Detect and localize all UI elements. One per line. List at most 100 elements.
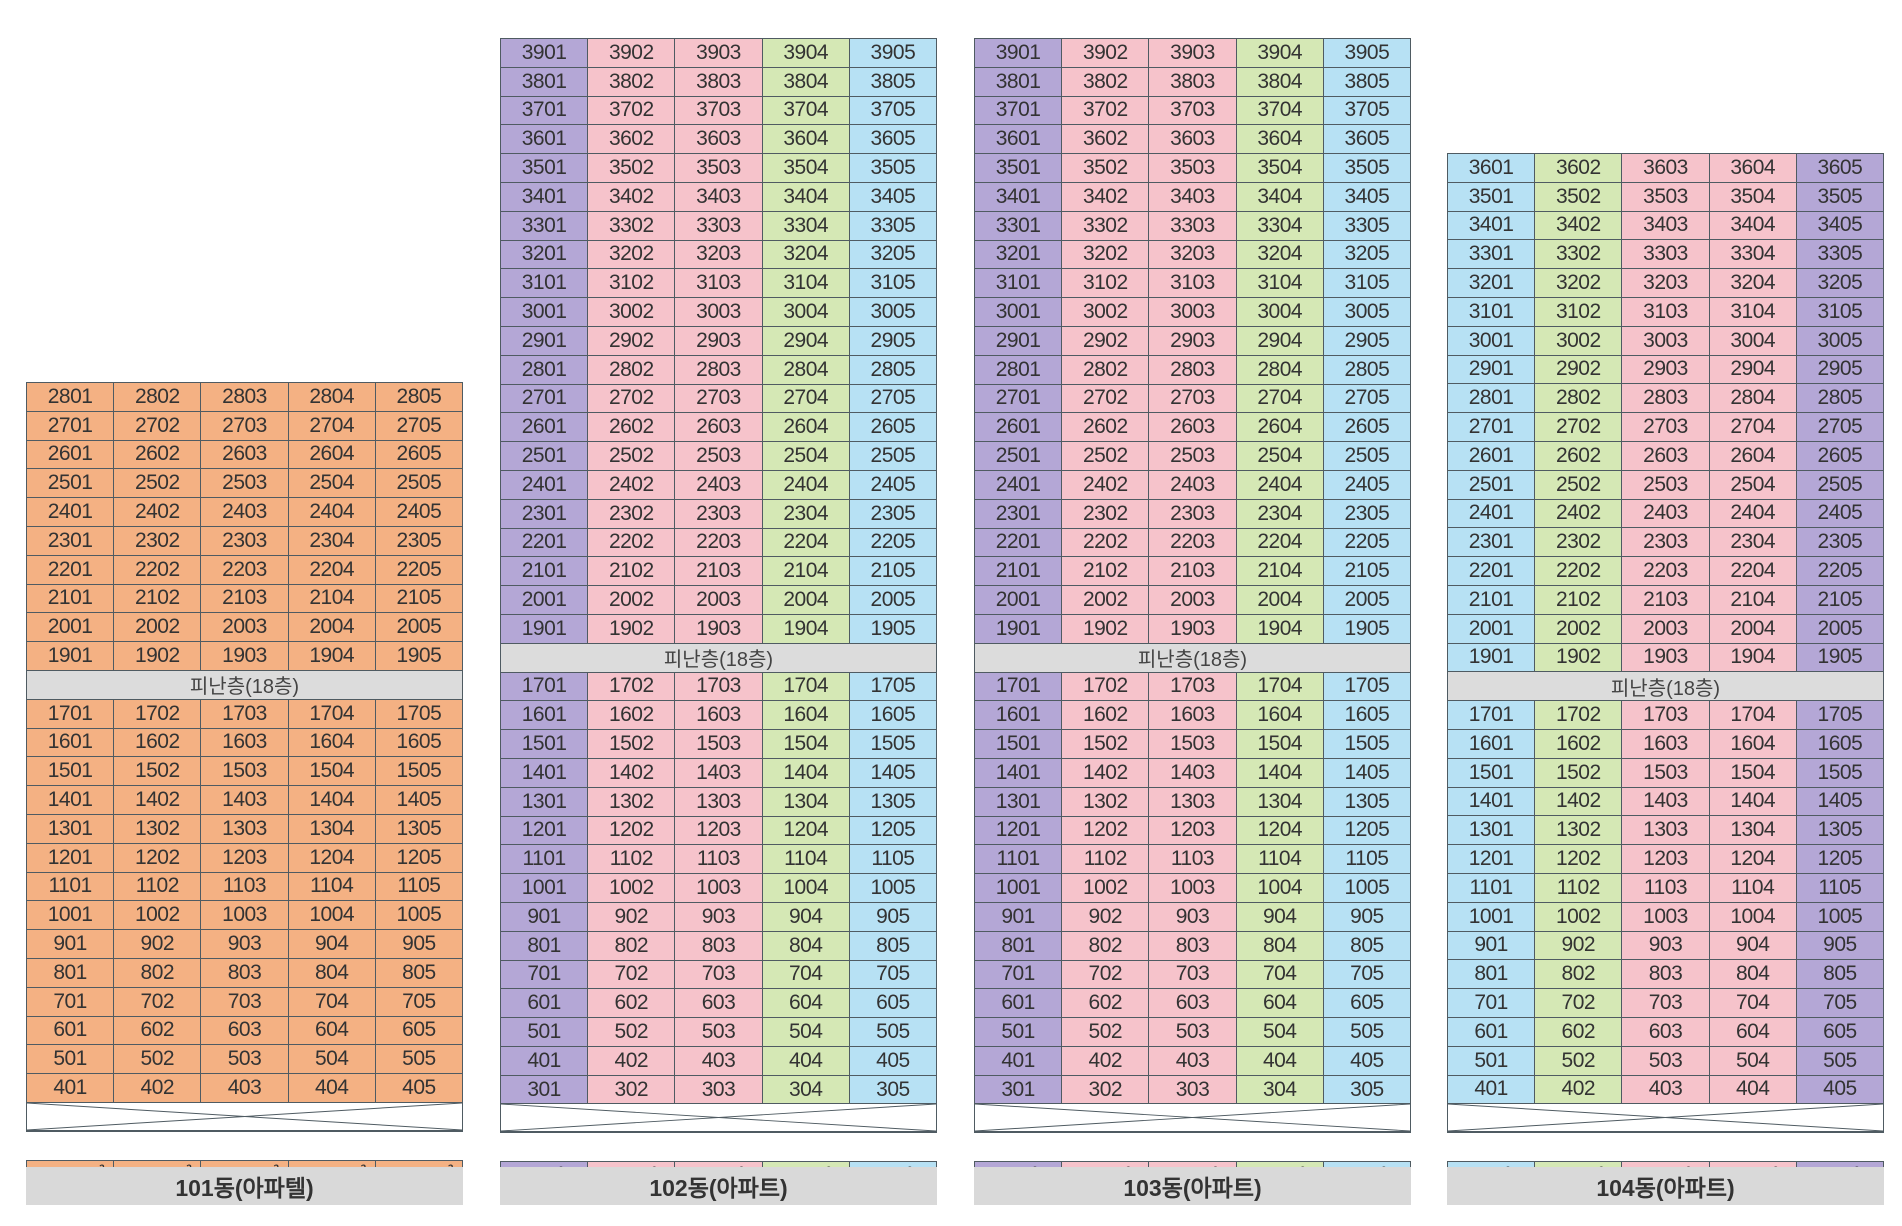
unit-cell[interactable]: 1702 [1535,701,1623,730]
unit-cell[interactable]: 1004 [1236,874,1324,903]
unit-cell[interactable]: 3301 [501,211,589,241]
unit-cell[interactable]: 603 [201,1016,289,1046]
unit-cell[interactable]: 3605 [1323,125,1411,155]
unit-cell[interactable]: 2602 [114,440,202,470]
unit-cell[interactable]: 3005 [1323,298,1411,327]
unit-cell[interactable]: 1202 [1535,845,1623,874]
unit-cell[interactable]: 701 [27,987,115,1017]
unit-cell[interactable]: 805 [375,958,463,988]
unit-cell[interactable]: 401 [501,1046,589,1076]
unit-cell[interactable]: 803 [675,931,763,961]
unit-cell[interactable]: 2505 [849,442,937,471]
unit-cell[interactable]: 604 [1709,1017,1797,1047]
unit-cell[interactable]: 903 [675,902,763,932]
unit-cell[interactable]: 1705 [375,699,463,729]
unit-cell[interactable]: 3901 [501,39,589,68]
unit-cell[interactable]: 2101 [501,557,589,587]
unit-cell[interactable]: 3705 [1323,96,1411,126]
unit-cell[interactable]: 3402 [1535,211,1623,241]
unit-cell[interactable]: 1904 [1709,643,1797,673]
unit-cell[interactable]: 3903 [675,39,763,68]
unit-cell[interactable]: 902 [114,930,202,959]
unit-cell[interactable]: 3103 [675,269,763,299]
unit-cell[interactable]: 1401 [975,758,1063,788]
unit-cell[interactable]: 2404 [762,470,850,500]
unit-cell[interactable]: 605 [375,1016,463,1046]
unit-cell[interactable]: 805 [1323,931,1411,961]
unit-cell[interactable]: 802 [588,931,676,961]
unit-cell[interactable]: 1504 [1709,758,1797,788]
unit-cell[interactable]: 705 [1323,960,1411,990]
unit-cell[interactable]: 2105 [375,584,463,614]
unit-cell[interactable]: 405 [849,1046,937,1076]
unit-cell[interactable]: 1605 [1323,701,1411,731]
unit-cell[interactable]: 2004 [1709,614,1797,644]
unit-cell[interactable]: 3204 [762,240,850,270]
unit-cell[interactable]: 2301 [27,526,115,556]
unit-cell[interactable]: 2002 [1062,586,1150,615]
unit-cell[interactable]: 1105 [849,845,937,875]
unit-cell[interactable]: 804 [1709,960,1797,990]
unit-cell[interactable]: 1302 [588,787,676,817]
unit-cell[interactable]: 2701 [1448,413,1536,442]
unit-cell[interactable]: 1003 [675,874,763,903]
unit-cell[interactable]: 1204 [762,816,850,846]
unit-cell[interactable]: 3201 [501,240,589,270]
unit-cell[interactable]: 1704 [288,699,376,729]
unit-cell[interactable]: 1301 [27,814,115,844]
unit-cell[interactable]: 304 [762,1075,850,1105]
unit-cell[interactable]: 3401 [501,182,589,212]
unit-cell[interactable]: 2802 [1062,355,1150,385]
unit-cell[interactable]: 3605 [1796,154,1884,183]
unit-cell[interactable]: 1004 [1709,902,1797,932]
unit-cell[interactable]: 2001 [975,586,1063,615]
unit-cell[interactable]: 3304 [1709,240,1797,270]
unit-cell[interactable]: 1305 [849,787,937,817]
unit-cell[interactable]: 2803 [201,383,289,412]
unit-cell[interactable]: 2601 [1448,441,1536,471]
unit-cell[interactable]: 701 [1448,989,1536,1018]
unit-cell[interactable]: 1204 [288,843,376,873]
unit-cell[interactable]: 703 [1622,989,1710,1018]
unit-cell[interactable]: 3505 [1796,182,1884,212]
unit-cell[interactable]: 804 [288,958,376,988]
unit-cell[interactable]: 801 [1448,960,1536,990]
unit-cell[interactable]: 1704 [762,672,850,702]
unit-cell[interactable]: 1103 [1622,873,1710,903]
unit-cell[interactable]: 1301 [501,787,589,817]
unit-cell[interactable]: 1305 [1796,816,1884,846]
unit-cell[interactable]: 3205 [1796,269,1884,298]
unit-cell[interactable]: 3101 [1448,297,1536,327]
unit-cell[interactable]: 3901 [975,39,1063,68]
unit-cell[interactable]: 1704 [1709,701,1797,730]
unit-cell[interactable]: 603 [675,989,763,1019]
unit-cell[interactable]: 3201 [975,240,1063,270]
unit-cell[interactable]: 2902 [1062,326,1150,356]
unit-cell[interactable]: 3401 [975,182,1063,212]
unit-cell[interactable]: 403 [675,1046,763,1076]
unit-cell[interactable]: 2803 [1622,384,1710,414]
unit-cell[interactable]: 3805 [1323,67,1411,97]
unit-cell[interactable]: 2704 [1236,384,1324,414]
unit-cell[interactable]: 601 [27,1016,115,1046]
unit-cell[interactable]: 402 [114,1074,202,1103]
unit-cell[interactable]: 2901 [1448,355,1536,385]
unit-cell[interactable]: 501 [27,1045,115,1075]
unit-cell[interactable]: 3602 [1535,154,1623,183]
unit-cell[interactable]: 2601 [975,413,1063,443]
unit-cell[interactable]: 705 [1796,989,1884,1018]
unit-cell[interactable]: 3205 [1323,240,1411,270]
unit-cell[interactable]: 1905 [849,614,937,644]
unit-cell[interactable]: 3501 [975,154,1063,183]
unit-cell[interactable]: 303 [1149,1075,1237,1105]
unit-cell[interactable]: 403 [1149,1046,1237,1076]
unit-cell[interactable]: 3604 [1236,125,1324,155]
unit-cell[interactable]: 505 [375,1045,463,1075]
unit-cell[interactable]: 2801 [975,355,1063,385]
unit-cell[interactable]: 1101 [501,845,589,875]
unit-cell[interactable]: 2605 [849,413,937,443]
unit-cell[interactable]: 1004 [762,874,850,903]
unit-cell[interactable]: 402 [588,1046,676,1076]
unit-cell[interactable]: 3203 [1149,240,1237,270]
unit-cell[interactable]: 1601 [27,728,115,758]
